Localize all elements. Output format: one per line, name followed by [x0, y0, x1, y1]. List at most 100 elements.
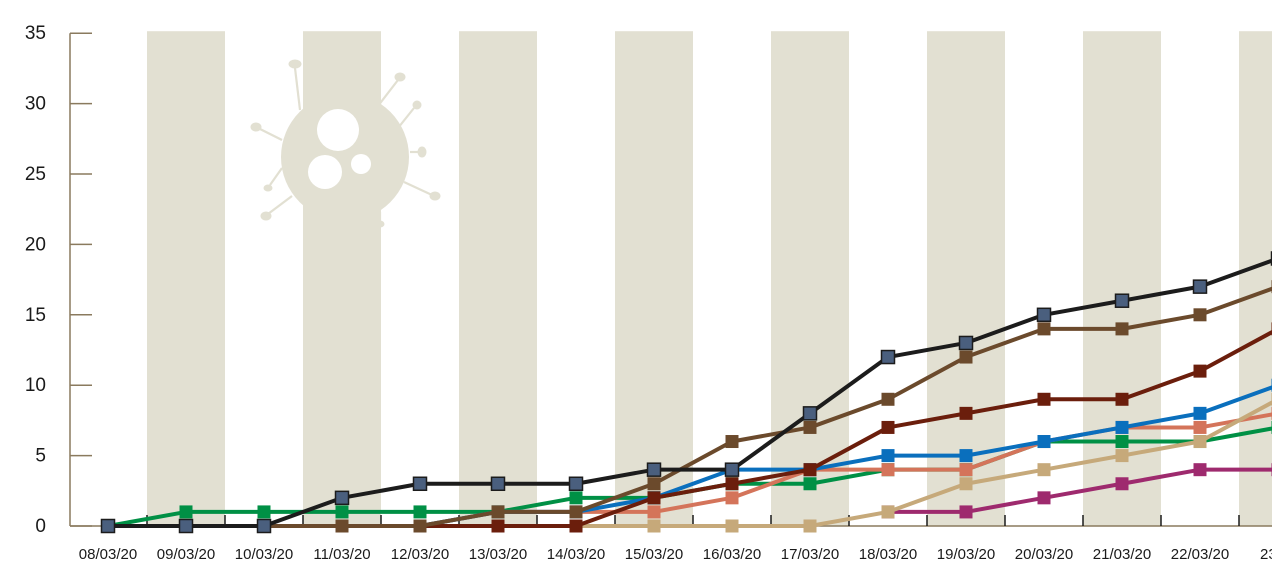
- data-point: [413, 505, 427, 519]
- data-point: [569, 491, 583, 505]
- y-tick-label: 5: [35, 446, 46, 467]
- data-point: [1114, 293, 1130, 308]
- y-tick-label: 20: [25, 234, 46, 255]
- data-point: [1115, 322, 1129, 336]
- data-point: [491, 519, 505, 533]
- data-point: [959, 505, 973, 519]
- y-tick-label: 30: [25, 94, 46, 115]
- data-point: [647, 505, 661, 519]
- data-point: [1193, 435, 1207, 449]
- x-tick-label: 19/03/20: [937, 546, 995, 563]
- x-tick-label: 09/03/20: [157, 546, 215, 563]
- series-line: [108, 258, 1272, 528]
- x-axis-ticks: 08/03/20 09/03/20 10/03/20 11/03/20 12/03/20…: [79, 515, 1272, 563]
- data-point: [100, 518, 116, 534]
- data-point: [256, 518, 272, 534]
- data-point: [881, 505, 895, 519]
- data-point: [179, 505, 193, 519]
- data-point: [725, 435, 739, 449]
- data-point: [1115, 435, 1129, 449]
- data-point: [1037, 392, 1051, 406]
- data-point: [725, 491, 739, 505]
- data-point: [647, 477, 661, 491]
- data-point: [647, 491, 661, 505]
- data-point: [881, 449, 895, 463]
- y-tick-label: 15: [25, 305, 46, 326]
- background-band: [927, 31, 1005, 526]
- data-point: [490, 476, 506, 492]
- data-point: [1193, 406, 1207, 420]
- data-point: [1037, 322, 1051, 336]
- background-band: [771, 31, 849, 526]
- data-point: [1037, 463, 1051, 477]
- x-tick-label: 13/03/20: [469, 546, 527, 563]
- y-tick-label: 35: [25, 23, 46, 44]
- data-point: [1115, 477, 1129, 491]
- data-point: [335, 519, 349, 533]
- background-band: [615, 31, 693, 526]
- data-point: [647, 519, 661, 533]
- data-point: [803, 463, 817, 477]
- data-point: [803, 519, 817, 533]
- x-tick-label: 21/03/20: [1093, 546, 1151, 563]
- data-point: [802, 406, 818, 421]
- data-point: [1193, 463, 1207, 477]
- x-tick-label: 17/03/20: [781, 546, 839, 563]
- data-point: [413, 519, 427, 533]
- data-point: [881, 420, 895, 434]
- data-point: [803, 477, 817, 491]
- data-point: [1115, 420, 1129, 434]
- data-point: [1037, 435, 1051, 449]
- data-point: [881, 392, 895, 406]
- virus-icon: [250, 59, 441, 248]
- background-band: [1239, 31, 1272, 526]
- x-tick-label: 14/03/20: [547, 546, 605, 563]
- data-point: [412, 476, 428, 492]
- data-point: [1192, 279, 1208, 294]
- data-point: [1037, 491, 1051, 505]
- data-point: [491, 505, 505, 519]
- data-point: [725, 477, 739, 491]
- data-point: [569, 519, 583, 533]
- series-line: [888, 467, 1272, 514]
- series-layer: [100, 251, 1272, 534]
- x-tick-label: 16/03/20: [703, 546, 761, 563]
- background-band: [459, 31, 537, 526]
- x-tick-label: 22/03/20: [1171, 546, 1229, 563]
- y-tick-label: 25: [25, 164, 46, 185]
- data-point: [335, 505, 349, 519]
- y-tick-label: 0: [35, 516, 46, 537]
- data-point: [959, 463, 973, 477]
- series-1: [881, 463, 1272, 519]
- data-point: [881, 463, 895, 477]
- data-point: [568, 476, 584, 492]
- data-point: [1193, 420, 1207, 434]
- data-point: [334, 490, 350, 506]
- data-point: [959, 477, 973, 491]
- x-tick-label: 08/03/20: [79, 546, 137, 563]
- series-line: [108, 286, 1272, 528]
- data-point: [1036, 307, 1052, 323]
- data-point: [959, 406, 973, 420]
- data-point: [958, 335, 974, 351]
- data-point: [724, 462, 740, 477]
- data-point: [569, 505, 583, 519]
- y-axis-ticks: 0 5 10 15 20 25 30 35: [25, 23, 92, 537]
- x-tick-label: 15/03/20: [625, 546, 683, 563]
- data-point: [178, 518, 194, 534]
- data-point: [959, 350, 973, 364]
- data-point: [257, 505, 271, 519]
- y-tick-label: 10: [25, 375, 46, 396]
- x-tick-label: 10/03/20: [235, 546, 293, 563]
- x-tick-label: 18/03/20: [859, 546, 917, 563]
- data-point: [1115, 392, 1129, 406]
- data-point: [725, 519, 739, 533]
- data-point: [1193, 308, 1207, 322]
- data-point: [1115, 449, 1129, 463]
- data-point: [1193, 364, 1207, 378]
- x-tick-label: 12/03/20: [391, 546, 449, 563]
- data-point: [959, 449, 973, 463]
- series-8: [100, 251, 1272, 534]
- data-point: [880, 349, 896, 365]
